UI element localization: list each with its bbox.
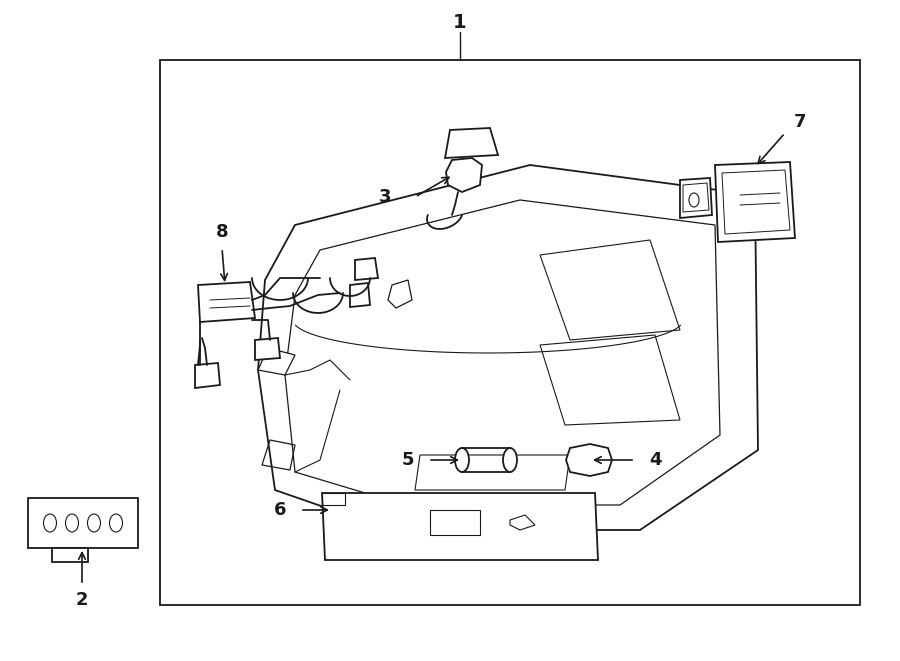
Polygon shape (350, 283, 370, 307)
Polygon shape (446, 158, 482, 192)
Ellipse shape (503, 448, 517, 472)
Polygon shape (195, 363, 220, 388)
Text: 3: 3 (379, 188, 392, 206)
Text: 2: 2 (76, 591, 88, 609)
Text: 4: 4 (649, 451, 662, 469)
Text: 5: 5 (401, 451, 414, 469)
Polygon shape (52, 548, 88, 562)
Text: 1: 1 (454, 13, 467, 32)
Ellipse shape (455, 448, 469, 472)
Polygon shape (258, 348, 295, 375)
Polygon shape (355, 258, 378, 280)
Text: 6: 6 (274, 501, 286, 519)
Text: 7: 7 (794, 113, 806, 131)
Polygon shape (680, 178, 712, 218)
Polygon shape (258, 165, 758, 530)
Polygon shape (198, 282, 255, 322)
Polygon shape (445, 128, 498, 158)
Polygon shape (715, 162, 795, 242)
Polygon shape (255, 338, 280, 360)
Polygon shape (566, 444, 612, 476)
Polygon shape (322, 493, 598, 560)
Text: 8: 8 (216, 223, 229, 241)
Polygon shape (388, 280, 412, 308)
Polygon shape (28, 498, 138, 548)
